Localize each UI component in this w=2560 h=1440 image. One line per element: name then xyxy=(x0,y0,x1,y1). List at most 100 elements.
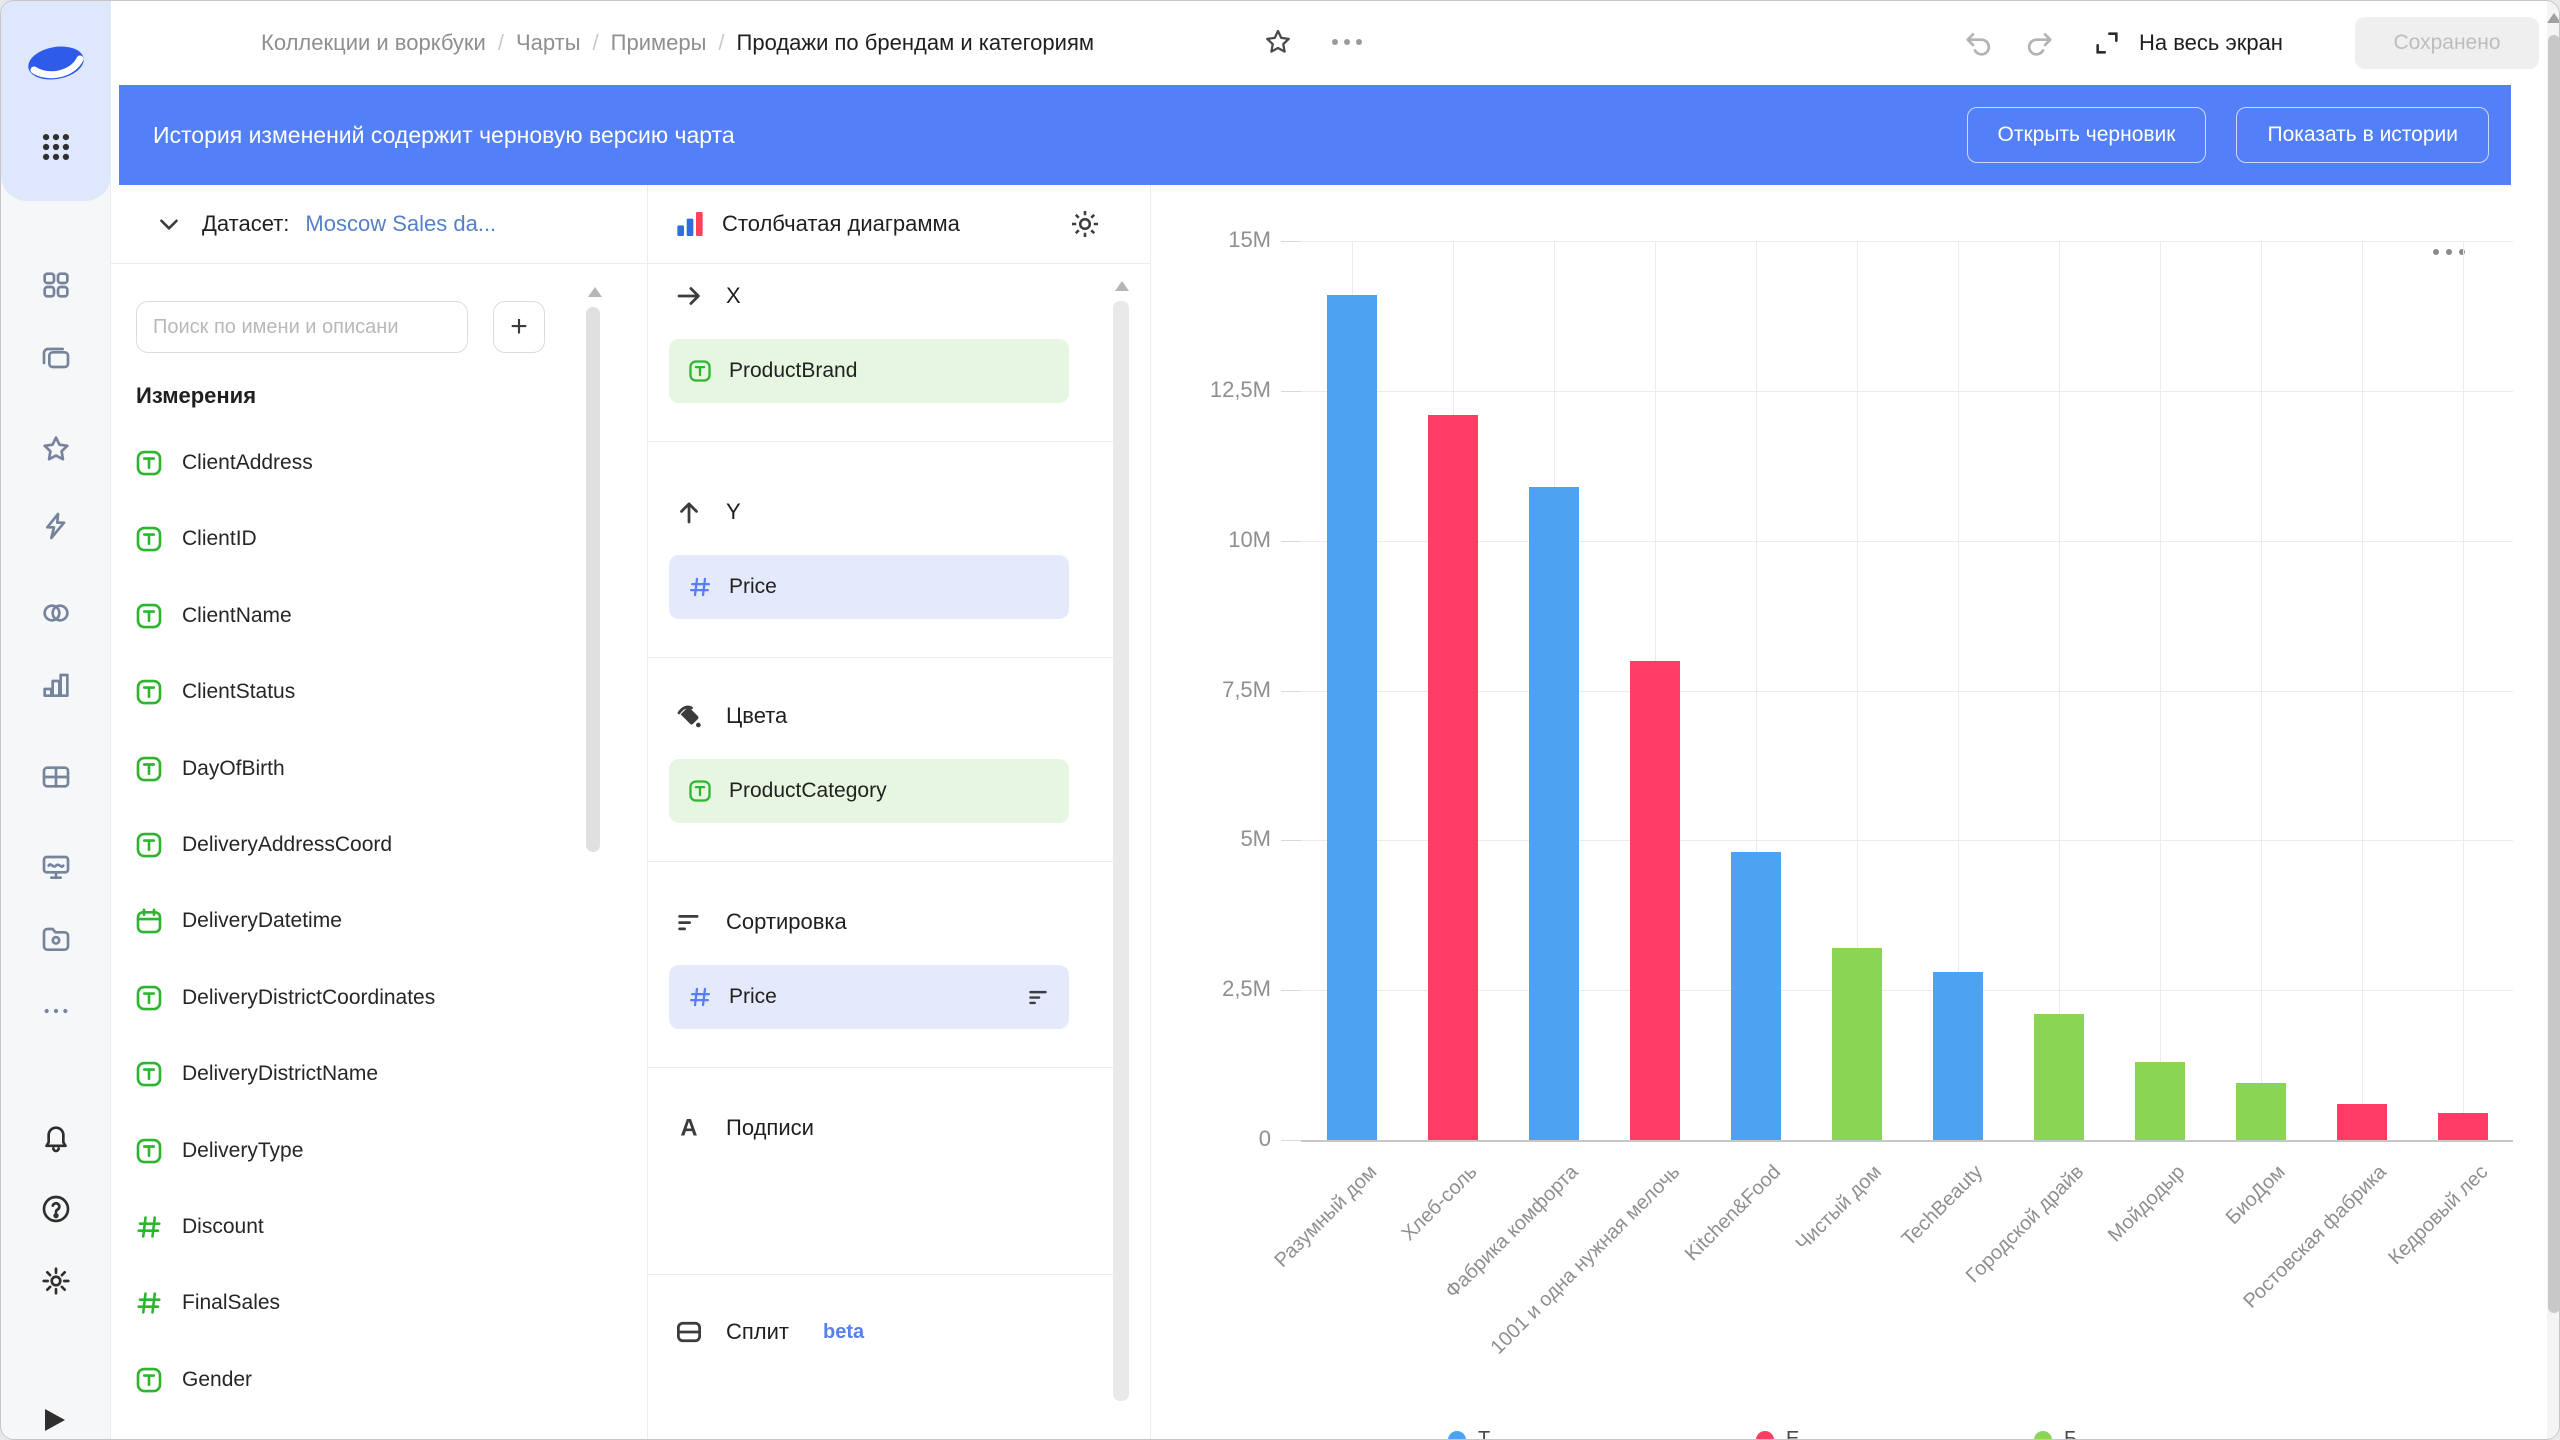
field-name: Discount xyxy=(182,1215,264,1238)
bar-Кедровый лес[interactable] xyxy=(2437,1113,2488,1140)
field-item-Gender[interactable]: Gender xyxy=(119,1347,579,1413)
expand-panel-icon[interactable] xyxy=(45,1409,65,1431)
sidebar-item-layers-icon[interactable] xyxy=(1,331,111,387)
sidebar-item-monitor-icon[interactable] xyxy=(1,839,111,895)
bar-Чистый дом[interactable] xyxy=(1831,948,1882,1140)
chip-ProductCategory[interactable]: ProductCategory xyxy=(669,759,1069,823)
gridline-h xyxy=(1301,690,2513,692)
dimensions-section-title: Измерения xyxy=(136,383,257,408)
bar-Хлеб-соль[interactable] xyxy=(1427,414,1478,1140)
sidebar-item-lightning-icon[interactable] xyxy=(1,498,111,554)
dataset-scroll-up-icon[interactable] xyxy=(588,287,602,297)
page-scrollbar-thumb[interactable] xyxy=(2548,35,2559,1313)
sidebar-item-bar-chart-icon[interactable] xyxy=(1,657,111,713)
field-item-ClientAddress[interactable]: ClientAddress xyxy=(119,430,579,496)
chart-more-menu-icon[interactable] xyxy=(2433,249,2465,255)
bar-Разумный дом[interactable] xyxy=(1326,294,1377,1140)
gridline-h xyxy=(1301,241,2513,242)
config-section-Y: Y xyxy=(674,497,741,527)
bar-Ростовская фабрика[interactable] xyxy=(2336,1104,2387,1140)
chip-ProductBrand[interactable]: ProductBrand xyxy=(669,339,1069,403)
x-tick-label: Мойдодыр xyxy=(2103,1161,2190,1247)
breadcrumb-item[interactable]: Коллекции и воркбуки xyxy=(261,30,486,55)
apps-grid-icon[interactable] xyxy=(1,119,111,175)
sidebar-item-table-icon[interactable] xyxy=(1,749,111,805)
split-icon xyxy=(677,1321,701,1343)
bar-TechBeauty[interactable] xyxy=(1932,972,1983,1140)
legend-dot xyxy=(1756,1430,1774,1439)
field-item-DeliveryDistrictName[interactable]: DeliveryDistrictName xyxy=(119,1041,579,1107)
field-name: DeliveryAddressCoord xyxy=(182,833,393,856)
show-in-history-button[interactable]: Показать в истории xyxy=(2236,107,2489,163)
field-search-input[interactable] xyxy=(136,301,468,353)
bar-Мойдодыр[interactable] xyxy=(2134,1062,2185,1140)
fullscreen-label[interactable]: На весь экран xyxy=(2139,30,2283,55)
field-type-number-icon xyxy=(137,1292,161,1315)
bar-БиоДом[interactable] xyxy=(2235,1083,2286,1140)
field-item-DeliveryAddressCoord[interactable]: DeliveryAddressCoord xyxy=(119,812,579,878)
breadcrumb-item[interactable]: Чарты xyxy=(515,30,581,55)
chart-type-label[interactable]: Столбчатая диаграмма xyxy=(722,211,960,236)
sidebar-item-star-icon[interactable] xyxy=(1,421,111,477)
redo-icon[interactable] xyxy=(2023,27,2055,59)
sidebar-item-collections-icon[interactable] xyxy=(1,257,111,313)
legend-item[interactable]: Б xyxy=(2034,1428,2077,1439)
legend-item[interactable]: Т xyxy=(1448,1428,1490,1439)
bar-Городской драйв[interactable] xyxy=(2033,1014,2084,1140)
config-section-Подписи: A Подписи xyxy=(674,1113,813,1143)
config-scrollbar[interactable] xyxy=(1113,301,1129,1401)
field-item-DeliveryType[interactable]: DeliveryType xyxy=(119,1118,579,1184)
sort-icon xyxy=(678,915,699,931)
legend-dot xyxy=(2034,1430,2052,1439)
collapse-chevron-icon[interactable] xyxy=(156,211,182,237)
legend-item[interactable]: Е xyxy=(1756,1428,1799,1439)
sidebar-item-venn-icon[interactable] xyxy=(1,585,111,641)
field-item-DeliveryDatetime[interactable]: DeliveryDatetime xyxy=(119,888,579,954)
saved-button[interactable]: Сохранено xyxy=(2355,17,2539,69)
field-name: ClientName xyxy=(182,603,292,627)
chart-settings-gear-icon[interactable] xyxy=(1068,207,1102,241)
field-type-text-icon xyxy=(136,1061,162,1087)
field-item-FinalSales[interactable]: FinalSales xyxy=(119,1270,579,1336)
field-item-ClientID[interactable]: ClientID xyxy=(119,506,579,572)
chip-Price[interactable]: Price xyxy=(669,965,1069,1029)
bar-Фабрика комфорта[interactable] xyxy=(1528,486,1579,1140)
gridline-v xyxy=(1856,241,1858,1140)
section-divider xyxy=(648,441,1126,442)
field-item-ClientStatus[interactable]: ClientStatus xyxy=(119,659,579,725)
field-type-text-icon xyxy=(136,679,162,705)
chip-sort-icon[interactable] xyxy=(1025,984,1051,1010)
bar-Kitchen&Food[interactable] xyxy=(1730,852,1781,1140)
dataset-label: Датасет: xyxy=(202,211,290,236)
bar-1001 и одна нужная мелочь[interactable] xyxy=(1629,660,1680,1140)
field-name: DeliveryDistrictName xyxy=(182,1062,379,1086)
chip-Price[interactable]: Price xyxy=(669,555,1069,619)
sidebar-item-bell-icon[interactable] xyxy=(1,1109,111,1165)
field-item-DayOfBirth[interactable]: DayOfBirth xyxy=(119,736,579,802)
field-item-ClientName[interactable]: ClientName xyxy=(119,583,579,649)
sidebar-item-ellipsis-icon[interactable] xyxy=(1,983,111,1039)
dataset-name-link[interactable]: Moscow Sales da... xyxy=(305,211,497,236)
datalens-logo[interactable] xyxy=(1,35,111,91)
open-draft-button[interactable]: Открыть черновик xyxy=(1966,107,2207,163)
field-item-DeliveryDistrictCoordinates[interactable]: DeliveryDistrictCoordinates xyxy=(119,965,579,1031)
more-menu-icon[interactable] xyxy=(1329,33,1365,51)
config-section-X: X xyxy=(674,281,741,311)
sidebar-item-folder-icon[interactable] xyxy=(1,911,111,967)
field-item-Discount[interactable]: Discount xyxy=(119,1194,579,1260)
legend-dot xyxy=(1448,1430,1466,1439)
section-divider xyxy=(648,1274,1126,1275)
breadcrumb-item[interactable]: Примеры xyxy=(610,30,707,55)
undo-icon[interactable] xyxy=(1963,27,1995,59)
config-section-label: X xyxy=(726,283,741,308)
page-scrollbar-track[interactable] xyxy=(2547,1,2559,1439)
config-scroll-up-icon[interactable] xyxy=(1115,281,1129,291)
dataset-scrollbar[interactable] xyxy=(586,307,600,852)
add-field-button[interactable]: + xyxy=(493,301,545,353)
favorite-star-icon[interactable] xyxy=(1263,27,1293,57)
y-tick-mark xyxy=(1281,241,1301,242)
sidebar-item-help-icon[interactable] xyxy=(1,1181,111,1237)
config-section-label: Сортировка xyxy=(726,909,847,934)
sidebar-item-gear-icon[interactable] xyxy=(1,1253,111,1309)
fullscreen-icon[interactable] xyxy=(2093,29,2121,57)
